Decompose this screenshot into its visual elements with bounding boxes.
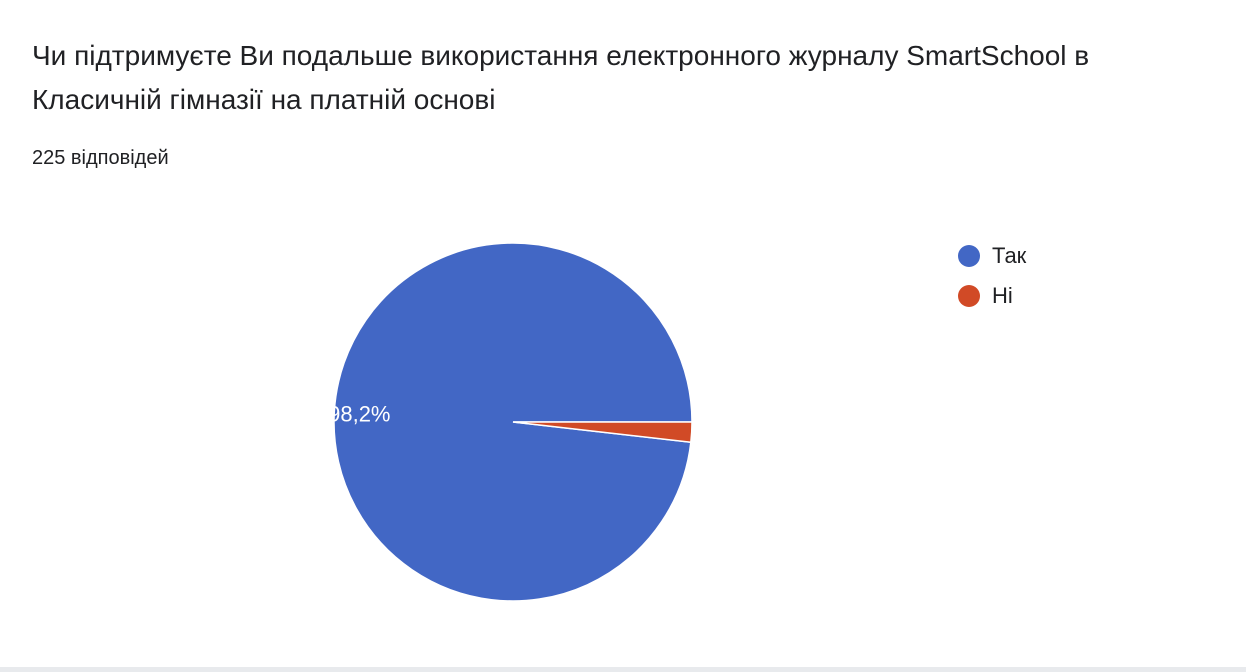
legend-item-ni[interactable]: Ні [958, 276, 1026, 316]
chart-title: Чи підтримуєте Ви подальше використання … [32, 40, 1090, 115]
legend-label-ni: Ні [992, 283, 1013, 308]
legend-swatch-ni [958, 285, 980, 307]
pie-slice-ni[interactable] [512, 421, 693, 444]
legend-swatch-tak [958, 245, 980, 267]
pie-labels: 98,2% [328, 401, 390, 426]
response-count: 225 відповідей [32, 147, 169, 169]
legend-item-tak[interactable]: Так [958, 236, 1026, 276]
slice-label-tak: 98,2% [328, 401, 390, 426]
legend: Так Ні [958, 236, 1026, 316]
bottom-rule [0, 667, 1246, 672]
legend-label-tak: Так [992, 243, 1027, 268]
pie-slices [333, 242, 693, 602]
